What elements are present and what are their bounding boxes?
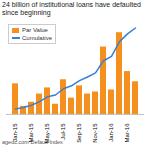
svg-text:Sep-15: Sep-15: [76, 123, 82, 143]
svg-text:May-15: May-15: [44, 123, 50, 144]
html-text:24 billion of institutional lo: 24 billion of institutional loans have d…: [2, 1, 141, 16]
svg-text:Jul-15: Jul-15: [60, 123, 66, 140]
svg-text:Mar-15: Mar-15: [28, 123, 34, 143]
html-text:Par Value: Par Value: [22, 27, 48, 33]
svg-text:Jan-15: Jan-15: [12, 123, 18, 142]
html-text:agedc.com Default Index: agedc.com Default Index: [2, 139, 63, 145]
svg-text:Jan-16: Jan-16: [108, 123, 114, 142]
html-text:Cumulative: Cumulative: [22, 35, 52, 41]
svg-text:Nov-15: Nov-15: [92, 123, 98, 143]
svg-text:Mar-16: Mar-16: [124, 123, 130, 143]
